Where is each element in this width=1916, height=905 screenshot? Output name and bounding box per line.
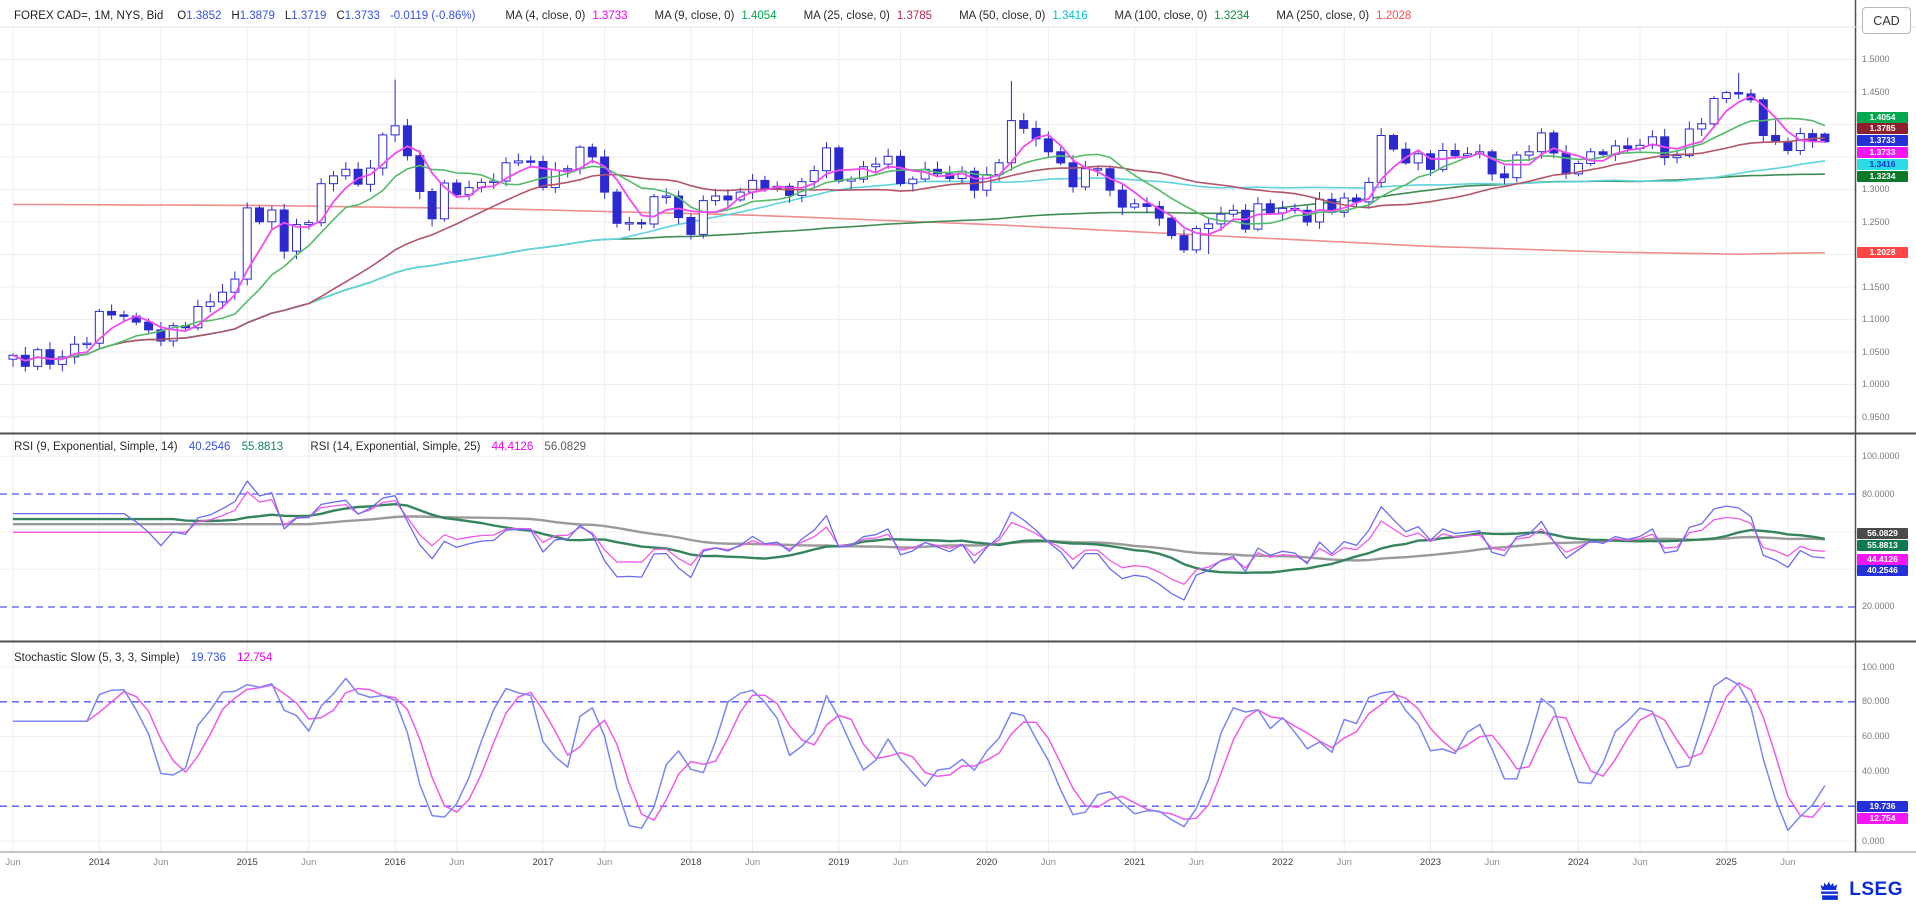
ma-legend-item-100[interactable]: MA (100, close, 0) 1.3234 [1114,10,1250,22]
chart-legend-rsi[interactable]: RSI (9, Exponential, Simple, 14) 40.2546… [14,441,594,455]
time-axis-strip[interactable] [0,853,1855,879]
lseg-logo: LSEG [1817,878,1903,901]
lseg-lion-icon [1819,881,1841,900]
rsi-1-signal-value: 55.8813 [241,441,284,453]
stoch-d-value: 12.754 [237,652,273,664]
change-value: -0.0119 (-0.86%) [389,10,476,22]
rsi-1-value: 40.2546 [188,441,231,453]
ma-legend: MA (4, close, 0) 1.3733 MA (9, close, 0) 1.… [505,10,1438,22]
rsi-2-signal-value: 56.0829 [544,441,586,453]
price-axis-currency-button[interactable]: CAD [1862,7,1911,34]
ohlc-fields: O1.3852 H1.3879 L1.3719 C1.3733 [177,10,390,22]
rsi-1-label: RSI (9, Exponential, Simple, 14) [14,441,178,453]
ohlc-field-l: L1.3719 [284,10,327,22]
chart-legend-main[interactable]: FOREX CAD=, 1M, NYS, Bid O1.3852 H1.3879 L… [14,8,1438,24]
currency-label: CAD [1873,13,1900,28]
ma-legend-item-4[interactable]: MA (4, close, 0) 1.3733 [505,10,628,22]
ohlc-field-c: C1.3733 [336,10,380,22]
ma-legend-item-25[interactable]: MA (25, close, 0) 1.3785 [803,10,933,22]
ma-legend-item-50[interactable]: MA (50, close, 0) 1.3416 [959,10,1088,22]
rsi-2-label: RSI (14, Exponential, Simple, 25) [310,441,481,453]
chart-legend-stochastic[interactable]: Stochastic Slow (5, 3, 3, Simple) 19.736… [14,652,280,666]
ma-legend-item-9[interactable]: MA (9, close, 0) 1.4054 [654,10,777,22]
instrument-title: FOREX CAD=, 1M, NYS, Bid [14,10,164,22]
price-scale-column[interactable] [1856,0,1916,852]
ma-legend-item-250[interactable]: MA (250, close, 0) 1.2028 [1276,10,1412,22]
ohlc-field-h: H1.3879 [231,10,275,22]
stoch-k-value: 19.736 [190,652,226,664]
rsi-2-value: 44.4126 [491,441,534,453]
stoch-label: Stochastic Slow (5, 3, 3, Simple) [14,652,180,664]
lseg-wordmark: LSEG [1849,878,1903,900]
ohlc-field-o: O1.3852 [177,10,222,22]
